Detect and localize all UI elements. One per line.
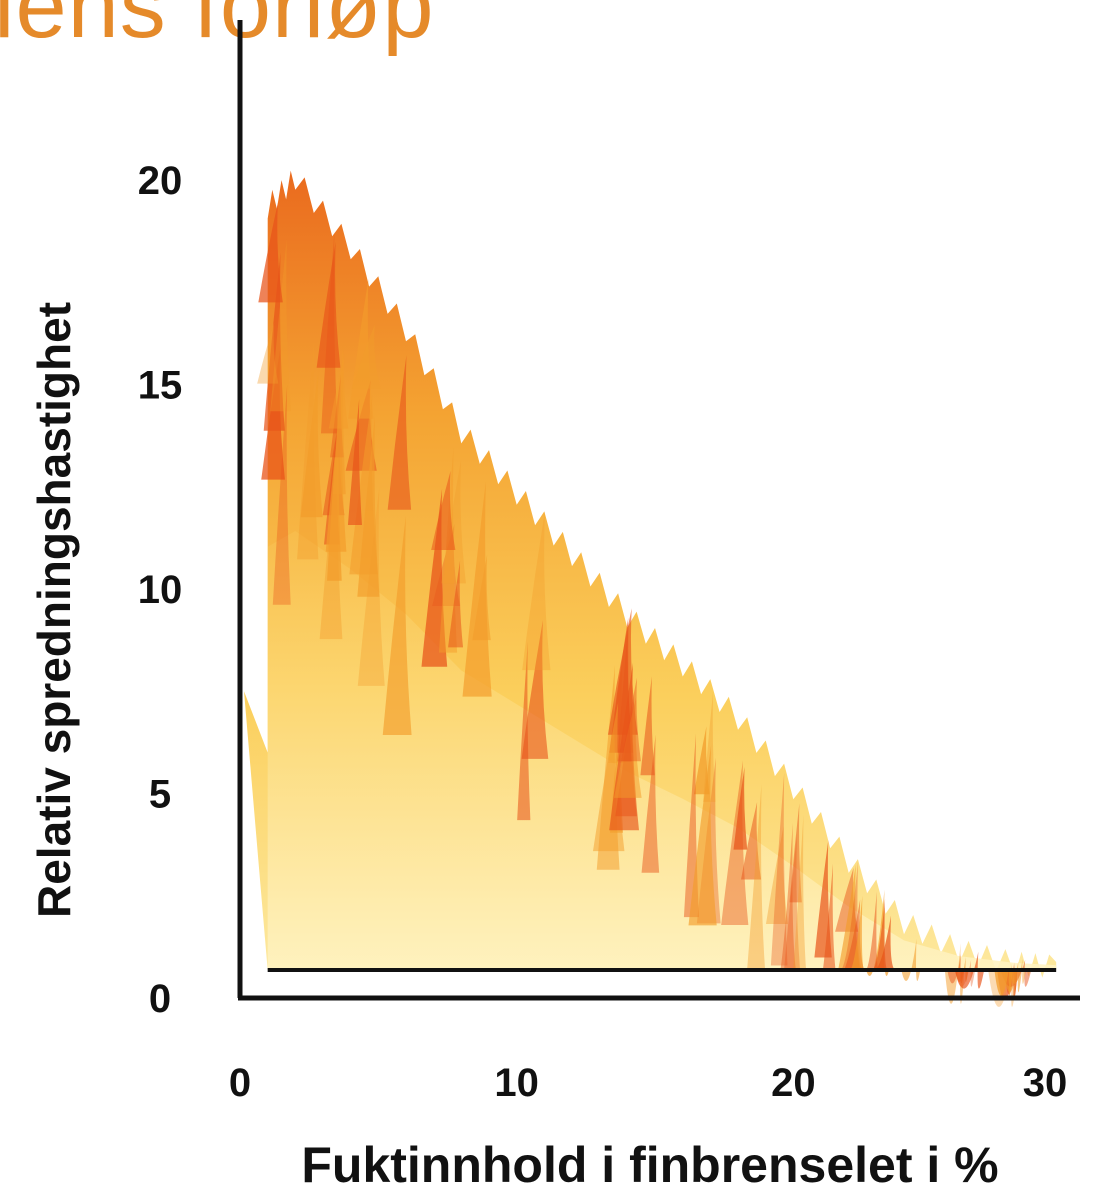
flame-tongue <box>462 481 492 697</box>
flame-tongues <box>257 202 1032 1007</box>
flame-tongue <box>300 371 323 518</box>
flame-tongue <box>320 231 338 434</box>
flame-tongue <box>617 621 632 762</box>
x-tick-label: 20 <box>771 1061 816 1105</box>
flame-tongue <box>733 766 748 850</box>
flame-tongue <box>448 560 464 648</box>
y-tick-label: 5 <box>149 773 171 817</box>
flame-tongue <box>641 734 660 873</box>
y-tick-labels: 0 5 10 15 20 <box>138 159 183 1021</box>
y-tick-label: 10 <box>138 568 183 612</box>
flame-tongue <box>257 323 279 384</box>
flame-fill <box>244 170 1057 978</box>
flame-inner-glow <box>267 531 1057 970</box>
flame-tongue <box>994 967 1013 996</box>
flame-tongue <box>333 344 346 495</box>
flame-tongue <box>793 814 807 970</box>
flame-tongue <box>863 891 880 971</box>
flame-tongue <box>357 415 380 597</box>
flame-tongue <box>847 895 867 972</box>
flame-tongue <box>875 915 895 970</box>
flame-tongue <box>472 554 491 641</box>
flame-tongue <box>431 470 456 551</box>
y-tick-label: 20 <box>138 159 183 203</box>
flame-tongue <box>1000 959 1032 987</box>
flame-tongue <box>613 697 642 798</box>
flame-tongue <box>272 385 291 605</box>
y-tick-label: 0 <box>149 977 171 1021</box>
flame-tongue <box>347 398 362 525</box>
y-tick-label: 15 <box>138 364 183 408</box>
flame-tongue <box>688 745 717 926</box>
flame-tongue <box>947 953 965 984</box>
flame-tongue <box>517 641 531 821</box>
flame-tongue <box>387 355 412 510</box>
y-axis-title: Relativ spredningshastighet <box>28 302 80 918</box>
flame-tongue <box>694 726 710 795</box>
flame-tongue <box>741 802 762 880</box>
flame-tongue <box>328 354 349 429</box>
flame-tongue <box>348 278 374 419</box>
flame-tongue <box>770 772 788 966</box>
x-tick-label: 0 <box>229 1061 251 1105</box>
x-axis-title: Fuktinnhold i finbrenselet i % <box>301 1137 998 1193</box>
flame-tongue <box>522 511 551 671</box>
flame-tongue <box>789 803 802 903</box>
x-tick-label: 10 <box>494 1061 539 1105</box>
flame-tongue <box>703 692 716 802</box>
flame-tongue <box>944 943 965 1004</box>
flame-tongue <box>640 676 655 776</box>
x-tick-label: 30 <box>1023 1061 1068 1105</box>
page-title: lens forløp <box>0 0 435 57</box>
flame-tongue <box>747 784 766 970</box>
flame-tongue <box>258 202 283 303</box>
flame-tongue <box>316 242 341 368</box>
flame-tongue <box>780 822 796 970</box>
flame-tongue <box>621 677 641 762</box>
flame-tongue <box>765 826 788 925</box>
flame-tongue <box>784 834 801 970</box>
flame-tongue <box>382 515 412 736</box>
flame-tongue <box>351 324 381 389</box>
flame-tongue <box>822 863 836 970</box>
flame-tongue <box>441 459 466 584</box>
flame-tongue <box>521 620 549 759</box>
flame-tongue <box>270 239 291 412</box>
x-tick-labels: 0 10 20 30 <box>229 1061 1067 1105</box>
